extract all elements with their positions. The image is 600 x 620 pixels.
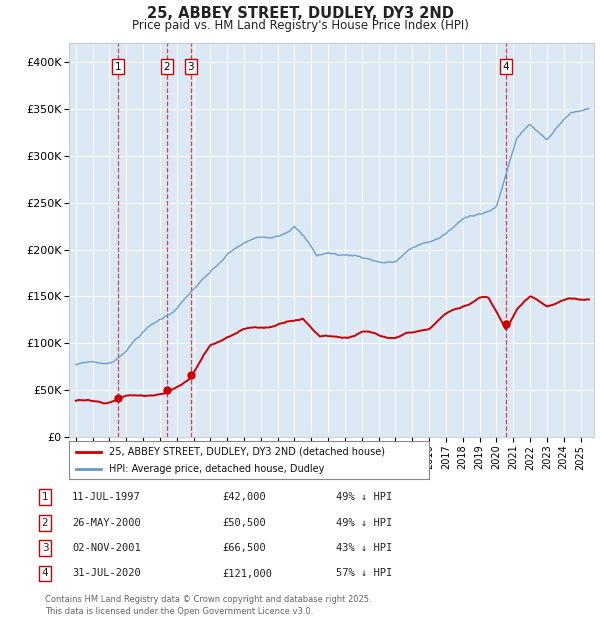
Text: 1: 1 xyxy=(41,492,49,502)
Text: 3: 3 xyxy=(41,543,49,553)
Text: Price paid vs. HM Land Registry's House Price Index (HPI): Price paid vs. HM Land Registry's House … xyxy=(131,19,469,32)
Text: 4: 4 xyxy=(41,569,49,578)
Text: 2: 2 xyxy=(163,62,170,72)
Text: 49% ↓ HPI: 49% ↓ HPI xyxy=(336,518,392,528)
Text: 26-MAY-2000: 26-MAY-2000 xyxy=(72,518,141,528)
Text: 25, ABBEY STREET, DUDLEY, DY3 2ND: 25, ABBEY STREET, DUDLEY, DY3 2ND xyxy=(146,6,454,21)
Text: 25, ABBEY STREET, DUDLEY, DY3 2ND (detached house): 25, ABBEY STREET, DUDLEY, DY3 2ND (detac… xyxy=(109,447,385,457)
Text: 57% ↓ HPI: 57% ↓ HPI xyxy=(336,569,392,578)
Text: 43% ↓ HPI: 43% ↓ HPI xyxy=(336,543,392,553)
Text: 3: 3 xyxy=(188,62,194,72)
Text: 02-NOV-2001: 02-NOV-2001 xyxy=(72,543,141,553)
Text: 11-JUL-1997: 11-JUL-1997 xyxy=(72,492,141,502)
Text: Contains HM Land Registry data © Crown copyright and database right 2025.
This d: Contains HM Land Registry data © Crown c… xyxy=(45,595,371,616)
Text: 2: 2 xyxy=(41,518,49,528)
Text: 49% ↓ HPI: 49% ↓ HPI xyxy=(336,492,392,502)
Text: £66,500: £66,500 xyxy=(222,543,266,553)
Text: 1: 1 xyxy=(115,62,122,72)
Text: 4: 4 xyxy=(503,62,509,72)
Text: £42,000: £42,000 xyxy=(222,492,266,502)
Text: £50,500: £50,500 xyxy=(222,518,266,528)
Text: 31-JUL-2020: 31-JUL-2020 xyxy=(72,569,141,578)
Text: £121,000: £121,000 xyxy=(222,569,272,578)
Text: HPI: Average price, detached house, Dudley: HPI: Average price, detached house, Dudl… xyxy=(109,464,324,474)
